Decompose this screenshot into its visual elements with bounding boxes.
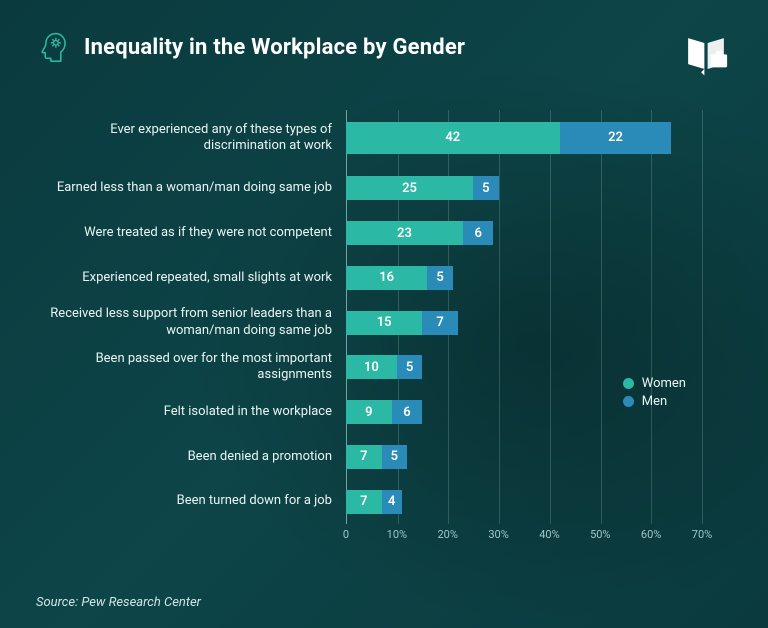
x-tick: 40%	[539, 528, 559, 541]
bar-women: 42	[346, 122, 560, 154]
chart-row: Been passed over for the most important …	[36, 345, 702, 390]
legend-item-women: Women	[623, 376, 686, 391]
row-label: Been turned down for a job	[36, 493, 346, 509]
book-briefcase-icon	[680, 30, 732, 82]
chart-row: Received less support from senior leader…	[36, 300, 702, 345]
bar-men: 4	[382, 490, 402, 514]
bar-women: 15	[346, 311, 422, 335]
bar-pair: 105	[346, 355, 422, 379]
x-tick: 30%	[488, 528, 508, 541]
x-tick: 60%	[641, 528, 661, 541]
bar-track: 165	[346, 255, 702, 300]
bar-men: 6	[392, 400, 423, 424]
bar-track: 236	[346, 211, 702, 256]
bar-pair: 96	[346, 400, 422, 424]
bar-women: 23	[346, 221, 463, 245]
bar-track: 4222	[346, 110, 702, 166]
bar-track: 157	[346, 300, 702, 345]
chart-row: Earned less than a woman/man doing same …	[36, 166, 702, 211]
bar-men: 22	[560, 122, 672, 154]
bar-men: 7	[422, 311, 458, 335]
bar-men: 6	[463, 221, 494, 245]
chart-rows: Ever experienced any of these types of d…	[36, 110, 702, 524]
title-group: Inequality in the Workplace by Gender	[36, 30, 465, 64]
x-tick: 70%	[692, 528, 712, 541]
row-label: Been denied a promotion	[36, 449, 346, 465]
bar-women: 16	[346, 266, 427, 290]
row-label: Received less support from senior leader…	[36, 306, 346, 339]
bar-men: 5	[473, 176, 498, 200]
row-label: Been passed over for the most important …	[36, 351, 346, 384]
bar-pair: 4222	[346, 122, 671, 154]
swatch-women	[623, 378, 634, 389]
x-tick: 0	[343, 528, 349, 541]
source-text: Source: Pew Research Center	[36, 595, 201, 610]
chart-row: Been turned down for a job74	[36, 479, 702, 524]
legend-label-men: Men	[642, 394, 667, 409]
bar-pair: 236	[346, 221, 493, 245]
bar-women: 7	[346, 445, 382, 469]
chart-row: Felt isolated in the workplace96	[36, 390, 702, 435]
bar-women: 25	[346, 176, 473, 200]
swatch-men	[623, 396, 634, 407]
bar-pair: 255	[346, 176, 499, 200]
x-tick: 10%	[387, 528, 407, 541]
legend-label-women: Women	[642, 376, 686, 391]
chart-row: Ever experienced any of these types of d…	[36, 110, 702, 166]
bar-women: 9	[346, 400, 392, 424]
bar-pair: 75	[346, 445, 407, 469]
bar-pair: 165	[346, 266, 453, 290]
bar-men: 5	[397, 355, 422, 379]
row-label: Were treated as if they were not compete…	[36, 225, 346, 241]
bar-women: 7	[346, 490, 382, 514]
legend: Women Men	[623, 373, 686, 412]
chart: 0 10% 20% 30% 40% 50% 60% 70% Ever experienced …	[36, 110, 732, 550]
chart-row: Experienced repeated, small slights at w…	[36, 255, 702, 300]
bar-women: 10	[346, 355, 397, 379]
chart-row: Were treated as if they were not compete…	[36, 211, 702, 256]
header: Inequality in the Workplace by Gender	[36, 30, 732, 82]
row-label: Ever experienced any of these types of d…	[36, 122, 346, 155]
x-tick: 20%	[437, 528, 457, 541]
bar-men: 5	[382, 445, 407, 469]
bar-track: 255	[346, 166, 702, 211]
bar-men: 5	[427, 266, 452, 290]
row-label: Earned less than a woman/man doing same …	[36, 180, 346, 196]
bar-pair: 157	[346, 311, 458, 335]
legend-item-men: Men	[623, 394, 686, 409]
bar-track: 74	[346, 479, 702, 524]
gridline	[702, 110, 703, 524]
x-axis: 010%20%30%40%50%60%70%	[346, 524, 702, 550]
bar-pair: 74	[346, 490, 402, 514]
row-label: Experienced repeated, small slights at w…	[36, 270, 346, 286]
chart-row: Been denied a promotion75	[36, 434, 702, 479]
x-tick: 50%	[590, 528, 610, 541]
bar-track: 75	[346, 434, 702, 479]
chart-title: Inequality in the Workplace by Gender	[84, 35, 465, 60]
row-label: Felt isolated in the workplace	[36, 404, 346, 420]
head-gear-icon	[36, 30, 70, 64]
infographic-container: Inequality in the Workplace by Gender 0 1…	[0, 0, 768, 628]
